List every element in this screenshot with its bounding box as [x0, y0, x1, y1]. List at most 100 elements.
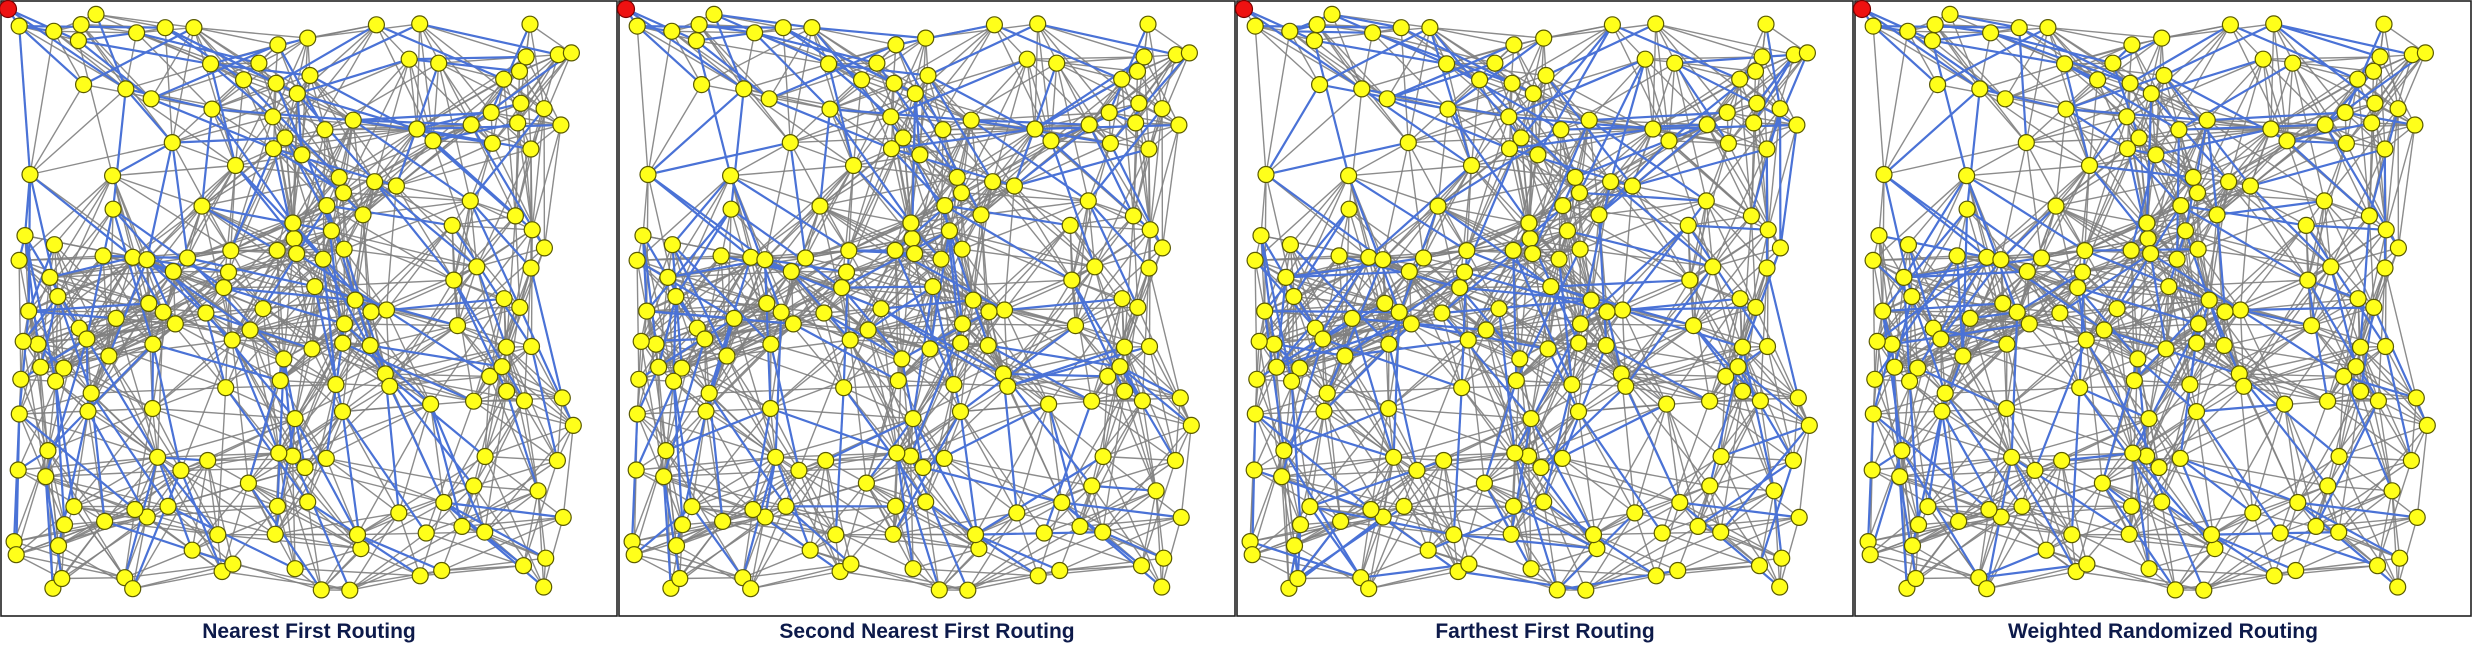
graph-node [1689, 517, 1707, 536]
graph-node [1747, 298, 1765, 316]
graph-node [552, 116, 570, 134]
graph-edge [1137, 247, 1164, 308]
graph-node [422, 395, 440, 413]
graph-edge [1537, 128, 1654, 156]
graph-edge [729, 175, 768, 304]
routing-tree-edge [1386, 62, 1496, 100]
graph-edge [962, 224, 1071, 325]
graph-edge [201, 205, 233, 341]
graph-edge [2101, 482, 2150, 570]
graph-node [1701, 477, 1719, 495]
graph-node [284, 214, 302, 232]
graph-node [1130, 94, 1148, 112]
graph-edge [1161, 517, 1182, 588]
graph-node [95, 512, 114, 531]
graph-node [445, 271, 463, 289]
graph-edge [1316, 24, 1388, 100]
graph-edge [636, 456, 776, 471]
graph-node [1291, 516, 1310, 534]
graph-node [535, 239, 554, 257]
graph-edge [425, 400, 475, 534]
graph-node [1094, 523, 1112, 541]
routing-tree-edge [625, 7, 697, 42]
routing-tree-edge [959, 324, 1077, 413]
graph-edge [1043, 485, 1093, 534]
graph-edge [835, 534, 979, 550]
graph-node [774, 19, 792, 37]
graph-node [697, 402, 715, 420]
graph-edge [211, 37, 309, 110]
graph-edge [915, 58, 1028, 95]
graph-edge [167, 460, 209, 507]
graph-edge [730, 175, 821, 207]
graph-edge [28, 310, 92, 394]
graph-edge [1720, 455, 1800, 518]
routing-tree-edge [1259, 235, 1276, 345]
graph-edge [1340, 456, 1395, 522]
graph-edge [929, 348, 962, 412]
graph-edge [1016, 403, 1050, 514]
routing-tree-edge [56, 296, 93, 394]
graph-edge [1423, 257, 1551, 288]
graph-node [126, 500, 144, 519]
graph-edge [187, 222, 294, 259]
graph-node [1390, 303, 1408, 321]
graph-edge [331, 230, 477, 268]
graph-node [1504, 241, 1522, 259]
routing-tree-edge [1368, 164, 1473, 259]
graph-edge [1437, 205, 1469, 341]
graph-edge [19, 392, 92, 415]
graph-node [983, 173, 1002, 191]
graph-edge [49, 276, 176, 325]
graph-edge [1255, 392, 1328, 415]
graph-node [1439, 100, 1457, 118]
graph-edge [2368, 215, 2375, 308]
graph-edge [461, 525, 546, 559]
graph-edge [1679, 390, 1744, 503]
graph-edge [1705, 200, 1714, 267]
routing-tree-edge [322, 259, 337, 385]
graph-node [1626, 504, 1644, 522]
routing-tree-edge [647, 88, 745, 176]
graph-node [462, 116, 480, 134]
routing-tree-edge [647, 173, 766, 261]
graph-node [317, 449, 335, 467]
graph-edge [1382, 469, 1418, 518]
graph-node [1421, 19, 1439, 37]
graph-node [21, 165, 39, 184]
graph-node [430, 54, 448, 72]
routing-tree-edge [1452, 387, 1463, 535]
graph-node [1684, 317, 1703, 335]
graph-edge [1061, 501, 1165, 559]
graph-node [521, 15, 539, 33]
routing-tree-edge [1002, 373, 1093, 487]
graph-node [683, 498, 701, 516]
routing-tree-edge [754, 31, 878, 65]
routing-tree-edge [1319, 26, 1431, 86]
routing-tree-edge [848, 249, 915, 255]
graph-node [1042, 132, 1060, 150]
routing-tree-edge [1547, 348, 1580, 413]
graph-node [1246, 17, 1264, 35]
graph-edge [18, 260, 22, 380]
routing-tree-edge [1536, 24, 1614, 156]
graph-edge [1253, 469, 1341, 523]
routing-tree-edge [944, 204, 1071, 227]
graph-node [269, 36, 287, 54]
graph-node [1521, 230, 1539, 248]
graph-node [667, 287, 685, 306]
graph-node [1550, 250, 1568, 268]
graph-edge [275, 512, 399, 535]
graph-node [104, 200, 122, 218]
routing-tree-edge [625, 8, 745, 90]
routing-tree-edge [708, 392, 787, 508]
graph-edge [357, 455, 486, 536]
graph-edge [419, 23, 527, 58]
graph-node [953, 240, 971, 258]
graph-edge [2338, 376, 2345, 457]
routing-tree-edge [529, 267, 564, 399]
graph-edge [774, 456, 841, 572]
graph-edge [1124, 346, 1181, 399]
graph-node [537, 549, 555, 567]
routing-tree-edge [1427, 500, 1545, 552]
